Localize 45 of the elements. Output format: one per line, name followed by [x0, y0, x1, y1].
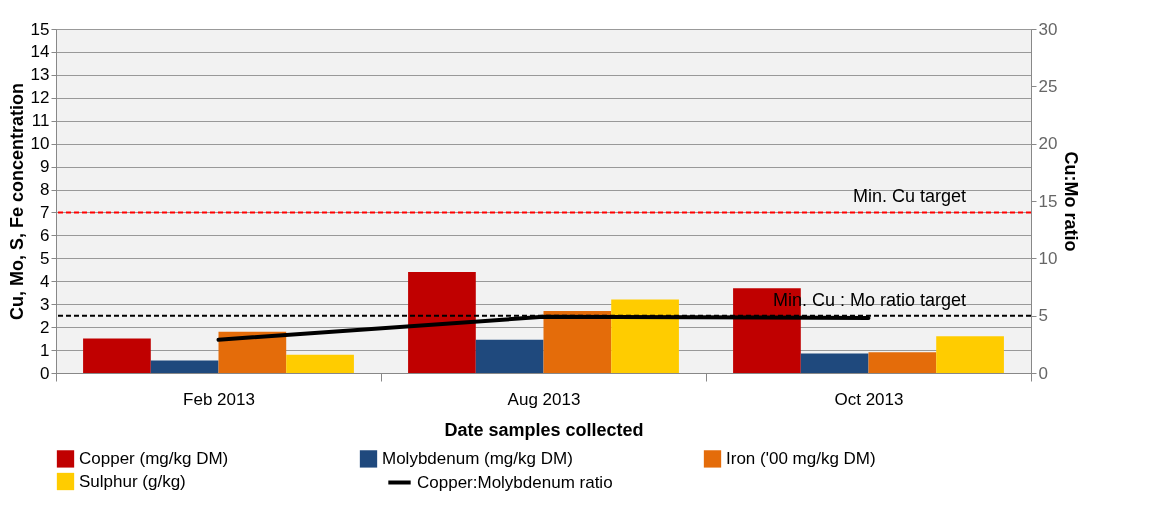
- y2-tick-label: 5: [1038, 306, 1048, 326]
- y-tick-label: 13: [30, 65, 50, 85]
- bar: [408, 272, 476, 373]
- y-tick-label: 7: [40, 202, 50, 222]
- y-tick-label: 4: [40, 271, 50, 291]
- y-tick-label: 2: [40, 317, 50, 337]
- bar: [936, 336, 1004, 373]
- y2-axis-title: Cu:Mo ratio: [1061, 151, 1082, 252]
- y2-tick-label: 20: [1038, 134, 1058, 154]
- y-tick-label: 15: [30, 19, 50, 39]
- bar: [868, 352, 937, 373]
- y-tick-label: 1: [40, 340, 50, 360]
- y2-tick-label: 0: [1038, 363, 1048, 383]
- bar: [611, 299, 679, 373]
- y-tick-label: 12: [30, 88, 50, 108]
- legend-label: Molybdenum (mg/kg DM): [382, 448, 573, 468]
- y2-tick-label: 25: [1038, 76, 1058, 96]
- y-tick-label: 3: [40, 294, 50, 314]
- bar: [475, 339, 544, 373]
- legend-label: Iron ('00 mg/kg DM): [726, 448, 876, 468]
- ref-line-label: Min. Cu target: [852, 186, 966, 207]
- y-tick-label: 0: [40, 363, 50, 383]
- y-tick-label: 10: [30, 134, 50, 154]
- bar: [286, 354, 354, 373]
- y-tick-label: 11: [31, 111, 50, 131]
- bar: [150, 360, 219, 373]
- legend-label: Copper (mg/kg DM): [79, 448, 229, 468]
- bar: [83, 338, 151, 373]
- bar: [800, 353, 869, 373]
- x-tick-label: Feb 2013: [183, 389, 255, 409]
- y2-tick-label: 15: [1038, 191, 1058, 211]
- legend-label: Sulphur (g/kg): [79, 471, 186, 491]
- legend-label: Copper:Molybdenum ratio: [417, 472, 613, 492]
- y2-tick-label: 10: [1038, 248, 1058, 268]
- y-tick-label: 5: [40, 248, 50, 268]
- bar: [543, 311, 612, 373]
- y-tick-label: 8: [40, 180, 50, 200]
- x-tick-label: Aug 2013: [507, 389, 581, 409]
- x-tick-label: Oct 2013: [834, 389, 904, 409]
- y-axis-title: Cu, Mo, S, Fe concentration: [6, 82, 27, 321]
- y-tick-label: 9: [40, 157, 50, 177]
- y2-tick-label: 30: [1038, 19, 1058, 39]
- x-axis-title: Date samples collected: [444, 419, 644, 440]
- y-tick-label: 14: [30, 42, 50, 62]
- y-tick-label: 6: [40, 225, 50, 245]
